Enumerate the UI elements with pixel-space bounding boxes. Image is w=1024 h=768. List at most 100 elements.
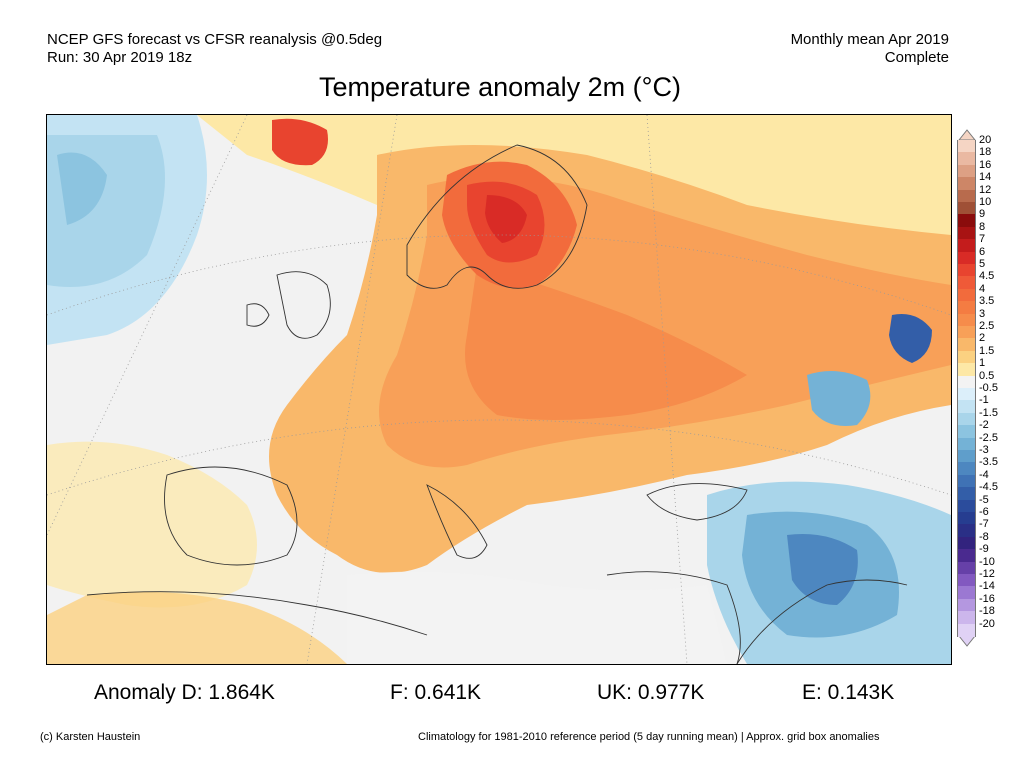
completion-status: Complete bbox=[884, 49, 949, 66]
stat-uk: UK: 0.977K bbox=[597, 681, 705, 704]
colorbar-tick-label: -12 bbox=[979, 568, 995, 580]
colorbar-tick-label: -14 bbox=[979, 580, 995, 593]
colorbar-tick-label: -20 bbox=[979, 617, 995, 630]
colorbar-swatch bbox=[957, 301, 976, 315]
caspian-cold-area bbox=[807, 371, 871, 426]
colorbar-tick-label: 20 bbox=[979, 134, 992, 146]
colorbar-tick-label: -3.5 bbox=[979, 456, 998, 469]
kazakhstan-cold-spot bbox=[889, 314, 932, 363]
colorbar-swatch bbox=[957, 450, 976, 463]
colorbar-swatch bbox=[957, 189, 976, 203]
colorbar-tick-label: 10 bbox=[979, 196, 992, 208]
colorbar-swatch bbox=[957, 425, 976, 439]
colorbar-bottom-arrow bbox=[957, 635, 977, 647]
colorbar-swatch bbox=[957, 276, 976, 290]
colorbar-swatch bbox=[957, 561, 976, 575]
colorbar-swatch bbox=[957, 611, 976, 625]
colorbar-tick-label: -9 bbox=[979, 543, 989, 556]
colorbar-swatch bbox=[957, 623, 976, 637]
colorbar-swatch bbox=[957, 499, 976, 513]
colorbar-tick-label: -6 bbox=[979, 506, 989, 518]
colorbar-swatch bbox=[957, 140, 976, 153]
colorbar-swatch bbox=[957, 338, 976, 352]
colorbar-tick-label: 12 bbox=[979, 183, 992, 196]
colorbar-tick-label: -3 bbox=[979, 444, 989, 456]
colorbar-tick-label: -18 bbox=[979, 605, 995, 618]
colorbar-legend: 20 18 16 14 12 10 9 8 7 6 5 4.5 4 3.5 3 2.5 2 1.5 1 0.5 -0.5… bbox=[957, 128, 1021, 648]
colorbar-tick-label: 18 bbox=[979, 146, 992, 159]
colorbar-tick-label: 16 bbox=[979, 158, 992, 171]
copyright-text: (c) Karsten Haustein bbox=[40, 731, 141, 743]
colorbar-tick-label: -0.5 bbox=[979, 382, 998, 394]
colorbar-swatch bbox=[957, 251, 976, 265]
colorbar-swatch bbox=[957, 363, 976, 377]
colorbar-swatch bbox=[957, 164, 976, 178]
colorbar-tick-label: -7 bbox=[979, 518, 989, 531]
scandinavia-hot-center bbox=[485, 195, 527, 243]
colorbar-swatch bbox=[957, 239, 976, 253]
colorbar-tick-label: 14 bbox=[979, 171, 992, 184]
atlantic-cold-center bbox=[57, 152, 107, 225]
colorbar-tick-label: 4 bbox=[979, 282, 986, 295]
colorbar-tick-label: 0.5 bbox=[979, 369, 995, 382]
stat-anomaly-d: Anomaly D: 1.864K bbox=[94, 681, 275, 704]
run-info: NCEP GFS forecast vs CFSR reanalysis @0.… bbox=[47, 31, 382, 67]
colorbar-tick-label: -16 bbox=[979, 592, 995, 605]
colorbar-swatch bbox=[957, 350, 976, 364]
colorbar-swatch bbox=[957, 288, 976, 302]
colorbar-tick-label: 2.5 bbox=[979, 320, 995, 332]
colorbar-swatch bbox=[957, 586, 976, 600]
run-time: Run: 30 Apr 2019 18z bbox=[47, 49, 193, 66]
colorbar-swatch bbox=[957, 264, 976, 277]
colorbar-swatch bbox=[957, 177, 976, 191]
colorbar-tick-label: -2 bbox=[979, 419, 989, 432]
colorbar-tick-label: 8 bbox=[979, 220, 986, 233]
map-title: Temperature anomaly 2m (°C) bbox=[319, 72, 681, 102]
colorbar-swatch bbox=[957, 388, 976, 401]
colorbar-swatch bbox=[957, 536, 976, 550]
colorbar-swatch bbox=[957, 152, 976, 166]
colorbar-swatch bbox=[957, 375, 976, 389]
colorbar-swatch bbox=[957, 437, 976, 451]
colorbar-tick-label: 7 bbox=[979, 233, 986, 246]
stat-f: F: 0.641K bbox=[390, 681, 482, 704]
colorbar-swatch bbox=[957, 400, 976, 414]
iberia-mixed-area bbox=[47, 441, 257, 608]
colorbar-swatch bbox=[957, 487, 976, 501]
colorbar-tick-label: -4.5 bbox=[979, 481, 998, 494]
colorbar-swatch bbox=[957, 574, 976, 587]
colorbar-tick-label: -2.5 bbox=[979, 431, 998, 444]
period-label: Monthly mean Apr 2019 bbox=[790, 31, 949, 48]
colorbar-swatch bbox=[957, 462, 976, 476]
anomaly-map bbox=[46, 114, 952, 665]
colorbar-tick-label: 5 bbox=[979, 258, 986, 270]
colorbar-tick-label: -5 bbox=[979, 493, 989, 506]
colorbar-swatch bbox=[957, 214, 976, 228]
colorbar-tick-label: -10 bbox=[979, 555, 995, 568]
colorbar-swatch bbox=[957, 512, 976, 525]
colorbar-tick-label: 9 bbox=[979, 208, 986, 221]
colorbar-swatch bbox=[957, 326, 976, 339]
colorbar-swatch bbox=[957, 549, 976, 563]
colorbar-swatch bbox=[957, 598, 976, 612]
graticule bbox=[47, 115, 951, 664]
coastlines bbox=[86, 144, 908, 664]
model-description: NCEP GFS forecast vs CFSR reanalysis @0.… bbox=[47, 31, 383, 48]
colorbar-tick-label: 3.5 bbox=[979, 295, 995, 308]
north-africa-warm bbox=[47, 591, 347, 664]
colorbar-tick-label: 4.5 bbox=[979, 270, 995, 283]
climatology-note: Climatology for 1981-2010 reference peri… bbox=[418, 731, 880, 743]
colorbar-swatch bbox=[957, 226, 976, 240]
colorbar-swatch bbox=[957, 313, 976, 327]
period-info: Monthly mean Apr 2019 Complete bbox=[791, 31, 949, 67]
colorbar-tick-label: 6 bbox=[979, 245, 986, 258]
stat-e: E: 0.143K bbox=[802, 681, 895, 704]
central-europe-warm bbox=[465, 265, 747, 420]
colorbar-top-arrow bbox=[957, 129, 977, 141]
mediterranean-neutral bbox=[347, 571, 727, 664]
colorbar-tick-label: 3 bbox=[979, 307, 986, 320]
colorbar-tick-label: -1.5 bbox=[979, 406, 998, 419]
iceland-warm-spot bbox=[272, 118, 328, 166]
colorbar-tick-label: 2 bbox=[979, 332, 986, 345]
map-canvas bbox=[47, 115, 951, 664]
